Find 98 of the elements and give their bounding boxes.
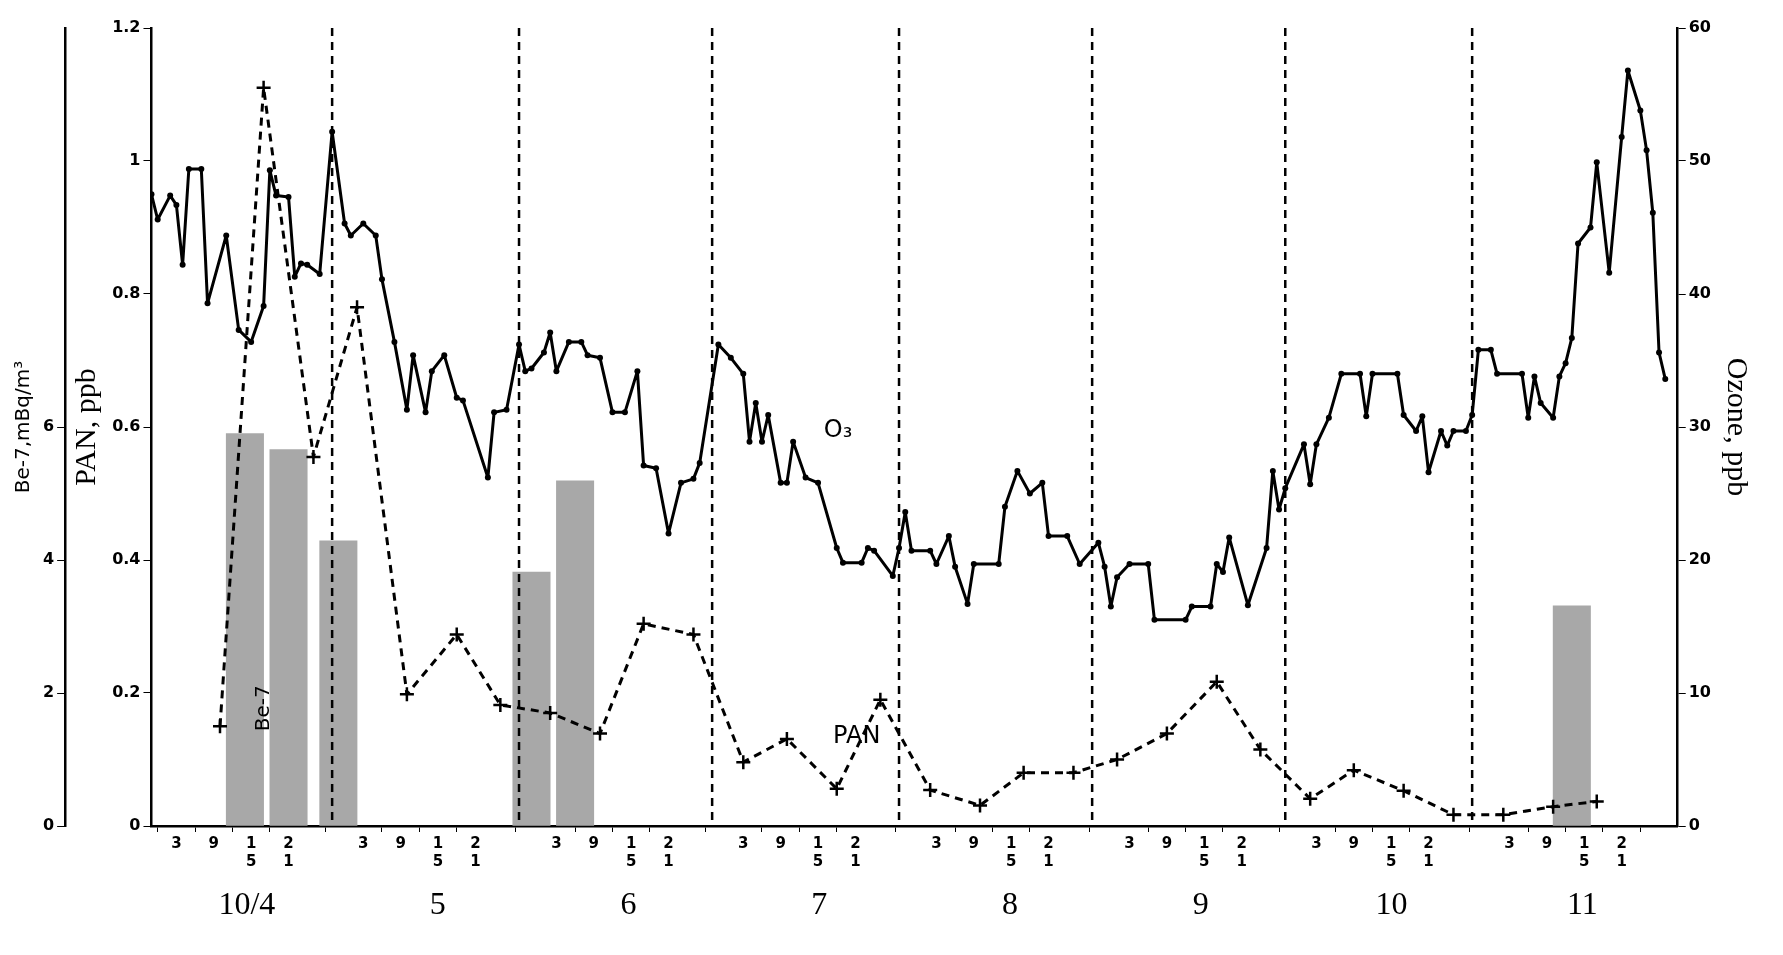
y-tick-label: 0.6 bbox=[112, 416, 141, 436]
x-tick-label: 15 bbox=[245, 833, 257, 870]
x-tick-label: 9 bbox=[395, 833, 406, 852]
point bbox=[1108, 751, 1126, 768]
text: 10/4 bbox=[218, 885, 276, 922]
x-tick-label: 3 bbox=[551, 833, 562, 852]
y-axis-title: PAN, ppb bbox=[68, 368, 102, 486]
point bbox=[735, 753, 752, 771]
bar bbox=[512, 571, 551, 826]
point bbox=[211, 718, 229, 735]
bar bbox=[556, 480, 595, 826]
y3-tick-label: 2 bbox=[42, 682, 55, 702]
x-tick-label: 9 bbox=[1541, 833, 1553, 852]
text: 8 bbox=[1002, 885, 1018, 922]
y2-tick-label: 10 bbox=[1688, 682, 1711, 702]
y2-axis-title: Ozone, ppb bbox=[1722, 357, 1756, 497]
point bbox=[591, 725, 609, 742]
y-tick-label: 0 bbox=[129, 815, 141, 835]
x-tick-label: 21 bbox=[850, 833, 861, 870]
y-tick-label: 1.2 bbox=[112, 17, 141, 37]
point bbox=[872, 691, 889, 708]
point bbox=[778, 730, 796, 748]
text: 9 bbox=[1192, 885, 1209, 922]
x-tick-label: 9 bbox=[1348, 833, 1360, 852]
x-tick-label: 15 bbox=[625, 833, 637, 870]
x-tick-label: 3 bbox=[171, 833, 182, 852]
text: 10 bbox=[1375, 885, 1408, 922]
y3-tick-label: 0 bbox=[42, 815, 55, 835]
text: 7 bbox=[811, 885, 828, 922]
point bbox=[635, 615, 652, 633]
series-label: O₃ bbox=[823, 415, 853, 444]
x-tick-label: 9 bbox=[968, 833, 980, 852]
point bbox=[541, 704, 559, 722]
bar bbox=[269, 449, 308, 826]
point bbox=[1588, 793, 1605, 810]
y3-tick-label: 6 bbox=[42, 416, 55, 436]
y-tick-label: 0.2 bbox=[112, 682, 141, 702]
bar bbox=[319, 540, 358, 826]
x-tick-label: 3 bbox=[1311, 833, 1322, 852]
series-label: PAN bbox=[833, 720, 881, 749]
x-tick-label: 9 bbox=[208, 833, 219, 852]
x-tick-label: 9 bbox=[588, 833, 599, 852]
point bbox=[1301, 790, 1319, 807]
point bbox=[348, 299, 366, 316]
text: 11 bbox=[1566, 885, 1598, 922]
x-tick-label: 15 bbox=[1005, 833, 1017, 870]
point bbox=[448, 626, 465, 643]
x-tick-label: 3 bbox=[1504, 833, 1515, 852]
point bbox=[1544, 798, 1562, 815]
x-tick-label: 3 bbox=[358, 833, 369, 852]
y-tick-label: 0.4 bbox=[112, 549, 141, 569]
x-tick-label: 9 bbox=[775, 833, 786, 852]
x-tick-label: 21 bbox=[1236, 833, 1247, 870]
y2-tick-label: 30 bbox=[1688, 416, 1711, 436]
point bbox=[1445, 806, 1462, 823]
point bbox=[685, 626, 702, 643]
x-tick-label: 21 bbox=[1616, 833, 1627, 870]
y3-tick-label: 4 bbox=[42, 549, 55, 569]
x-tick-label: 21 bbox=[283, 833, 294, 870]
x-tick-label: 15 bbox=[812, 833, 824, 870]
point bbox=[971, 797, 989, 814]
text: 5 bbox=[429, 885, 446, 922]
point bbox=[1345, 761, 1363, 779]
series-label: Be-7 bbox=[249, 685, 274, 732]
y3-axis-title: Be-7,mBq/m³ bbox=[10, 360, 35, 494]
x-tick-label: 15 bbox=[1579, 833, 1590, 870]
point bbox=[492, 696, 509, 714]
y2-tick-label: 50 bbox=[1688, 150, 1711, 170]
x-tick-label: 21 bbox=[663, 833, 674, 870]
point bbox=[828, 780, 845, 798]
x-tick-label: 21 bbox=[470, 833, 481, 870]
point bbox=[1065, 764, 1082, 782]
x-tick-label: 3 bbox=[738, 833, 749, 852]
x-tick-label: 9 bbox=[1161, 833, 1173, 852]
x-tick-label: 21 bbox=[1043, 833, 1054, 870]
point bbox=[1208, 673, 1225, 690]
point bbox=[305, 448, 322, 466]
point bbox=[1158, 725, 1176, 742]
point bbox=[921, 781, 939, 799]
text: 6 bbox=[620, 885, 637, 922]
point bbox=[1015, 764, 1032, 782]
y2-tick-label: 0 bbox=[1688, 815, 1700, 835]
y-tick-label: 1 bbox=[129, 150, 141, 170]
x-tick-label: 15 bbox=[1199, 833, 1210, 870]
x-tick-label: 21 bbox=[1423, 833, 1434, 870]
point bbox=[1395, 782, 1412, 800]
point bbox=[1252, 741, 1269, 758]
point bbox=[398, 686, 416, 703]
x-tick-label: 3 bbox=[1124, 833, 1135, 852]
x-tick-label: 15 bbox=[432, 833, 444, 870]
point bbox=[1495, 806, 1512, 823]
y2-tick-label: 20 bbox=[1688, 549, 1711, 569]
x-tick-label: 3 bbox=[931, 833, 942, 852]
x-tick-label: 15 bbox=[1385, 833, 1397, 870]
bar bbox=[1552, 605, 1591, 826]
y2-tick-label: 40 bbox=[1688, 283, 1711, 303]
y-tick-label: 0.8 bbox=[112, 283, 141, 303]
y2-tick-label: 60 bbox=[1688, 17, 1711, 37]
